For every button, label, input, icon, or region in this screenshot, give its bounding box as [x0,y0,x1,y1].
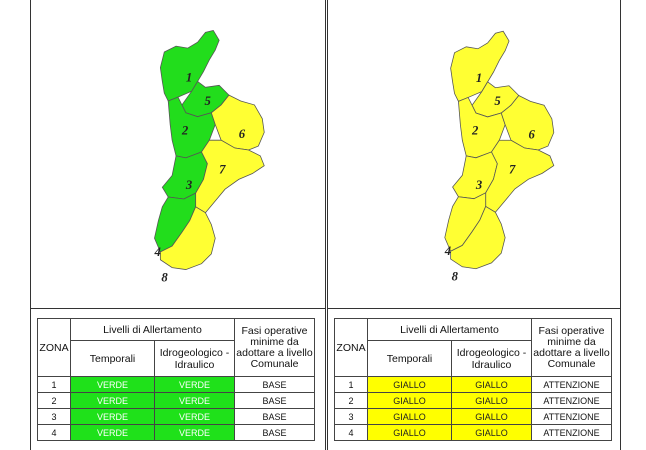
idro-cell: GIALLO [451,392,532,409]
zone-label-8: 8 [452,269,459,283]
zone-8 [159,206,216,270]
zone-label-6: 6 [529,127,536,141]
idro-cell: GIALLO [451,424,532,441]
temporali-cell: VERDE [70,408,155,425]
zone-label-7: 7 [219,163,226,177]
zone-label-1: 1 [476,71,482,85]
temporali-cell: GIALLO [367,408,452,425]
fasi-cell: BASE [234,408,315,425]
alert-panel-right: 1 5 2 6 3 7 4 8 ZONA Livelli di Allertam… [327,0,621,450]
fasi-cell: BASE [234,424,315,441]
zona-cell: 4 [334,424,368,441]
idro-cell: GIALLO [451,408,532,425]
zona-cell: 3 [37,408,71,425]
zone-label-5: 5 [494,94,500,108]
idro-header: Idrogeologico - Idraulico [154,340,235,377]
livelli-header: Livelli di Allertamento [70,318,235,341]
zone-label-4: 4 [444,244,451,258]
map-svg-left: 1 5 2 6 3 7 4 8 [153,29,265,284]
alert-table-left: ZONA Livelli di Allertamento Fasi operat… [37,318,315,441]
zona-cell: 2 [37,392,71,409]
temporali-header: Temporali [70,340,155,377]
fasi-cell: BASE [234,392,315,409]
map-svg-right: 1 5 2 6 3 7 4 8 [444,30,555,283]
idro-cell: VERDE [154,424,235,441]
temporali-cell: VERDE [70,424,155,441]
temporali-cell: VERDE [70,376,155,393]
alert-panel-left: 1 5 2 6 3 7 4 8 ZONA Livelli di Allertam… [30,0,326,450]
zona-cell: 4 [37,424,71,441]
zone-2 [167,96,216,159]
zone-label-2: 2 [181,123,189,137]
zona-cell: 1 [37,376,71,393]
fasi-cell: ATTENZIONE [531,424,612,441]
fasi-cell: ATTENZIONE [531,392,612,409]
zone-7 [195,139,265,214]
zone-label-3: 3 [185,178,193,192]
zona-cell: 2 [334,392,368,409]
zone-2 [458,96,506,159]
idro-cell: VERDE [154,408,235,425]
fasi-cell: ATTENZIONE [531,408,612,425]
table-row: 1 GIALLO GIALLO ATTENZIONE [334,376,612,393]
table-row: 4 GIALLO GIALLO ATTENZIONE [334,424,612,441]
fasi-cell: ATTENZIONE [531,376,612,393]
divider [31,308,325,309]
zone-1 [159,29,220,102]
idro-cell: GIALLO [451,376,532,393]
temporali-header: Temporali [367,340,452,377]
zone-label-2: 2 [471,123,479,137]
zone-label-6: 6 [239,127,246,141]
temporali-cell: GIALLO [367,424,452,441]
zone-1 [450,30,510,102]
idro-header: Idrogeologico - Idraulico [451,340,532,377]
idro-cell: VERDE [154,392,235,409]
table-row: 2 VERDE VERDE BASE [37,392,315,409]
fasi-cell: BASE [234,376,315,393]
alert-table-right: ZONA Livelli di Allertamento Fasi operat… [334,318,612,441]
zone-label-3: 3 [475,178,482,192]
zone-label-8: 8 [161,270,168,284]
zone-7 [485,139,555,213]
temporali-cell: GIALLO [367,392,452,409]
zona-cell: 1 [334,376,368,393]
table-row: 4 VERDE VERDE BASE [37,424,315,441]
fasi-header: Fasi operative minime da adottare a live… [531,318,612,377]
table-row: 2 GIALLO GIALLO ATTENZIONE [334,392,612,409]
fasi-header: Fasi operative minime da adottare a live… [234,318,315,377]
zone-label-7: 7 [509,162,516,176]
zone-label-5: 5 [204,94,211,108]
zona-header: ZONA [37,318,71,377]
livelli-header: Livelli di Allertamento [367,318,532,341]
temporali-cell: GIALLO [367,376,452,393]
temporali-cell: VERDE [70,392,155,409]
calabria-map-left: 1 5 2 6 3 7 4 8 [31,0,325,300]
idro-cell: VERDE [154,376,235,393]
zona-header: ZONA [334,318,368,377]
zone-label-1: 1 [186,70,192,84]
divider [328,308,620,309]
table-row: 3 GIALLO GIALLO ATTENZIONE [334,408,612,425]
table-row: 3 VERDE VERDE BASE [37,408,315,425]
zona-cell: 3 [334,408,368,425]
calabria-map-right: 1 5 2 6 3 7 4 8 [328,0,620,300]
zone-label-4: 4 [153,245,160,259]
table-row: 1 VERDE VERDE BASE [37,376,315,393]
zone-8 [450,205,506,270]
